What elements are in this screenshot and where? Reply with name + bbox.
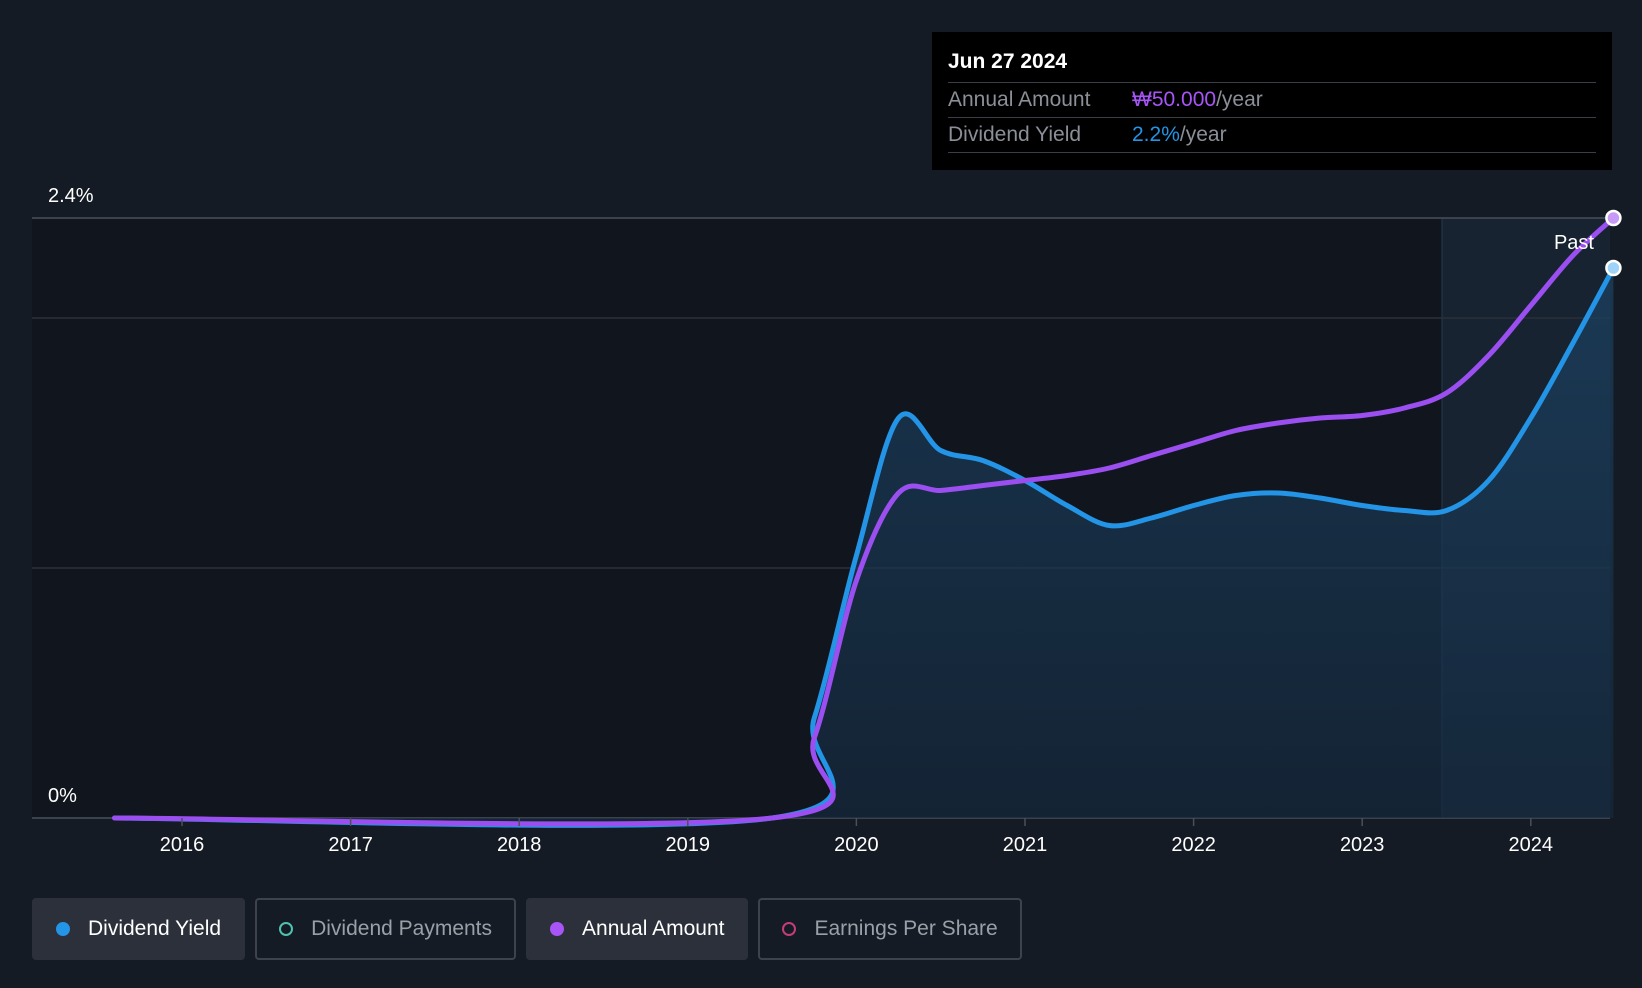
legend-label: Dividend Yield — [88, 917, 222, 940]
legend-label: Annual Amount — [582, 917, 725, 940]
legend-ring-icon — [279, 922, 294, 936]
x-tick-label: 2022 — [1171, 834, 1216, 856]
legend-dot-icon — [550, 922, 565, 936]
legend-annual-amount[interactable]: Annual Amount — [526, 898, 749, 960]
tooltip-unit: /year — [1179, 123, 1227, 146]
x-tick-label: 2023 — [1340, 834, 1385, 856]
past-label: Past — [1554, 232, 1594, 254]
x-tick-label: 2019 — [666, 834, 711, 856]
legend-earnings-per-share[interactable]: Earnings Per Share — [758, 898, 1022, 960]
x-tick-label: 2024 — [1509, 834, 1554, 856]
chart-legend: Dividend Yield Dividend Payments Annual … — [32, 898, 1022, 960]
y-tick-top: 2.4% — [48, 185, 94, 207]
x-tick-label: 2018 — [497, 834, 542, 856]
x-tick-label: 2016 — [160, 834, 205, 856]
legend-ring-icon — [782, 922, 797, 936]
legend-label: Earnings Per Share — [814, 917, 998, 940]
tooltip-date: Jun 27 2024 — [948, 32, 1596, 83]
x-tick-label: 2021 — [1003, 834, 1048, 856]
annual-amount-end-point[interactable] — [1605, 209, 1622, 227]
tooltip-value: ₩50.000 — [1132, 88, 1217, 111]
x-tick-label: 2020 — [834, 834, 879, 856]
tooltip-unit: /year — [1216, 88, 1263, 111]
x-tick-label: 2017 — [328, 834, 373, 856]
legend-label: Dividend Payments — [311, 917, 493, 940]
data-tooltip: Jun 27 2024 Annual Amount ₩50.000 /year … — [932, 32, 1612, 170]
tooltip-label: Dividend Yield — [948, 123, 1082, 146]
dividend-yield-area — [114, 268, 1614, 826]
dividend-yield-line[interactable] — [112, 265, 1616, 828]
tooltip-row-annual-amount: Annual Amount ₩50.000 /year — [948, 83, 1596, 118]
legend-dot-icon — [56, 922, 70, 936]
tooltip-row-dividend-yield: Dividend Yield 2.2% /year — [948, 118, 1596, 153]
y-tick-bottom: 0% — [48, 785, 77, 807]
legend-dividend-payments[interactable]: Dividend Payments — [255, 898, 517, 960]
tooltip-value: 2.2% — [1132, 123, 1180, 146]
legend-dividend-yield[interactable]: Dividend Yield — [32, 898, 246, 960]
dividend-yield-end-point[interactable] — [1605, 259, 1622, 277]
annual-amount-line[interactable] — [112, 215, 1616, 827]
tooltip-label: Annual Amount — [948, 88, 1091, 111]
